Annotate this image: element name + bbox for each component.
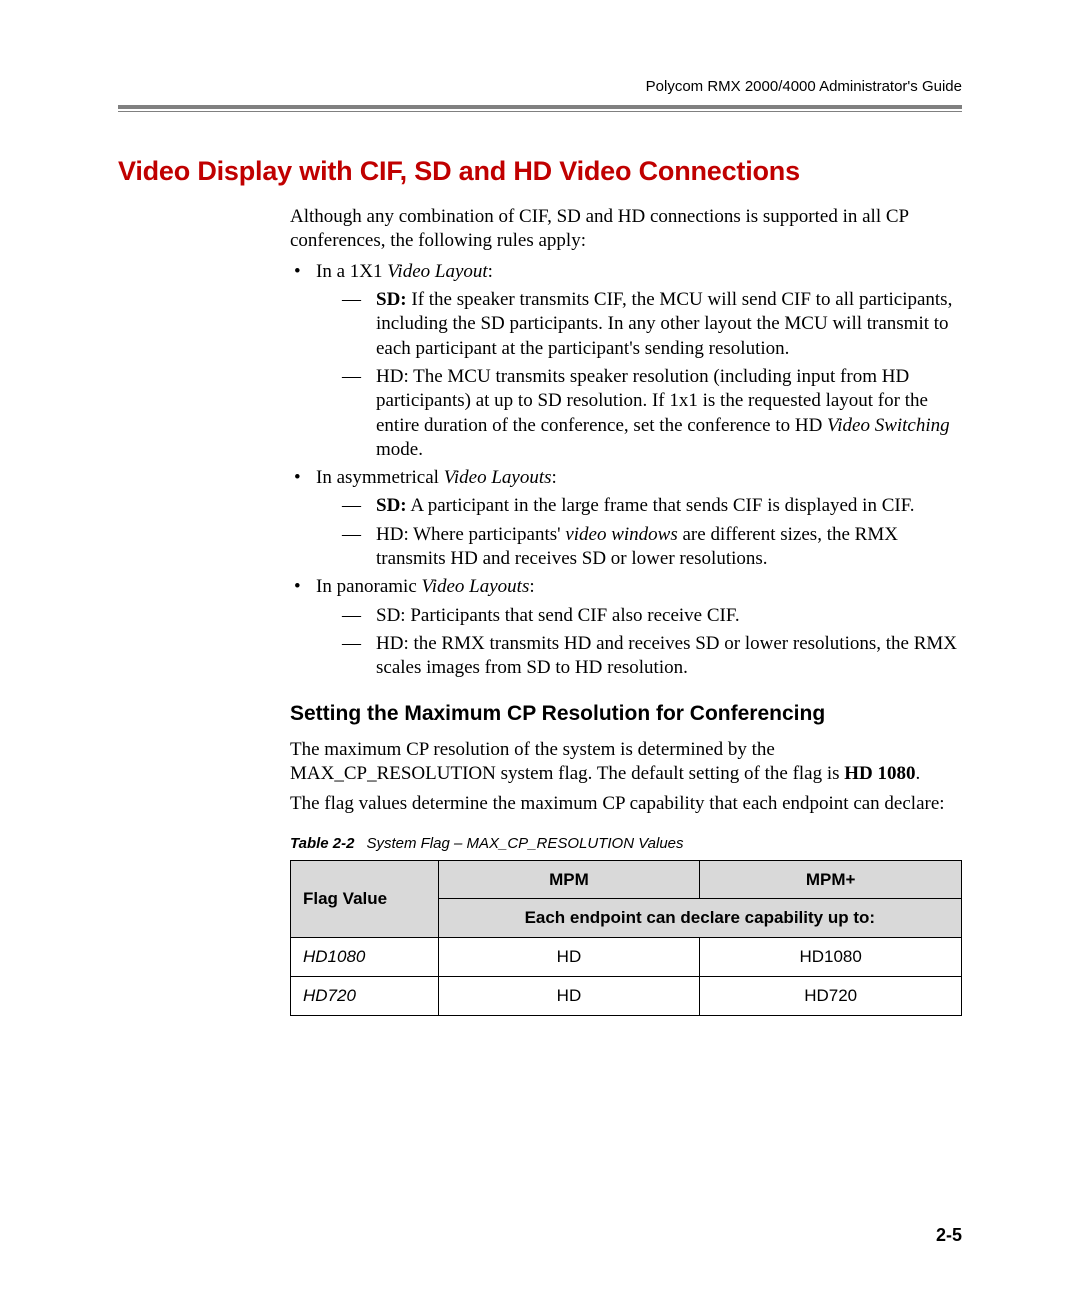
table-label: Table 2-2 <box>290 835 354 852</box>
bullet-3-prefix: In panoramic <box>316 576 422 597</box>
sub-heading: Setting the Maximum CP Resolution for Co… <box>290 701 962 728</box>
bullet-2-sub-2: HD: Where participants' video windows ar… <box>342 523 962 572</box>
p2a: The maximum CP resolution of the system … <box>290 739 844 784</box>
page-number: 2-5 <box>936 1225 962 1246</box>
para-flag-values: The flag values determine the maximum CP… <box>290 792 962 816</box>
th-mpm: MPM <box>438 860 700 899</box>
flag-table-body: HD1080 HD HD1080 HD720 HD HD720 <box>291 938 962 1016</box>
bullet-1-suffix: : <box>488 261 493 282</box>
bullet-3-italic: Video Layouts <box>422 576 530 597</box>
bullet-2-italic: Video Layouts <box>444 467 552 488</box>
th-flag-value: Flag Value <box>291 860 439 938</box>
header-rule-thick <box>118 105 962 109</box>
bullet-1: In a 1X1 Video Layout: SD: If the speake… <box>290 260 962 463</box>
b2s1-body: A participant in the large frame that se… <box>407 495 915 516</box>
running-header: Polycom RMX 2000/4000 Administrator's Gu… <box>118 78 962 95</box>
bullet-2-sub-1: SD: A participant in the large frame tha… <box>342 494 962 518</box>
bullet-1-sub-1: SD: If the speaker transmits CIF, the MC… <box>342 288 962 361</box>
cell-flag: HD720 <box>291 976 439 1015</box>
table-caption: Table 2-2 System Flag – MAX_CP_RESOLUTION… <box>290 834 962 853</box>
p2b: HD 1080 <box>844 763 915 784</box>
bullet-3: In panoramic Video Layouts: SD: Particip… <box>290 575 962 680</box>
flag-table-head-row-1: Flag Value MPM MPM+ <box>291 860 962 899</box>
bullet-3-suffix: : <box>529 576 534 597</box>
bullet-list: In a 1X1 Video Layout: SD: If the speake… <box>290 260 962 681</box>
cell-mpmp: HD720 <box>700 976 962 1015</box>
flag-table: Flag Value MPM MPM+ Each endpoint can de… <box>290 860 962 1016</box>
table-title: System Flag – MAX_CP_RESOLUTION Values <box>366 835 683 852</box>
table-row: HD1080 HD HD1080 <box>291 938 962 977</box>
bullet-1-italic: Video Layout <box>387 261 487 282</box>
header-rule-thin <box>118 111 962 112</box>
bullet-1-sublist: SD: If the speaker transmits CIF, the MC… <box>342 288 962 462</box>
b2s2-italic: video windows <box>565 524 677 545</box>
bullet-2-suffix: : <box>552 467 557 488</box>
cell-flag: HD1080 <box>291 938 439 977</box>
bullet-3-sub-1: SD: Participants that send CIF also rece… <box>342 604 962 628</box>
cell-mpm: HD <box>438 976 700 1015</box>
bullet-3-sub-2: HD: the RMX transmits HD and receives SD… <box>342 632 962 681</box>
page: Polycom RMX 2000/4000 Administrator's Gu… <box>0 0 1080 1306</box>
bullet-1-sub-2: HD: The MCU transmits speaker resolution… <box>342 365 962 462</box>
para-max-resolution: The maximum CP resolution of the system … <box>290 738 962 787</box>
cell-mpmp: HD1080 <box>700 938 962 977</box>
th-subheader: Each endpoint can declare capability up … <box>438 899 961 938</box>
b1s1-body: If the speaker transmits CIF, the MCU wi… <box>376 289 952 359</box>
bullet-2: In asymmetrical Video Layouts: SD: A par… <box>290 466 962 571</box>
body-content: Although any combination of CIF, SD and … <box>290 205 962 1016</box>
th-mpm-plus: MPM+ <box>700 860 962 899</box>
bullet-1-prefix: In a 1X1 <box>316 261 387 282</box>
b2s1-lead: SD: <box>376 495 407 516</box>
b2s2-a: HD: Where participants' <box>376 524 565 545</box>
bullet-2-prefix: In asymmetrical <box>316 467 444 488</box>
b1s2-italic: Video Switching <box>827 415 950 436</box>
b1s2-b: mode. <box>376 439 423 460</box>
table-row: HD720 HD HD720 <box>291 976 962 1015</box>
b1s1-lead: SD: <box>376 289 407 310</box>
bullet-3-sublist: SD: Participants that send CIF also rece… <box>342 604 962 681</box>
cell-mpm: HD <box>438 938 700 977</box>
intro-paragraph: Although any combination of CIF, SD and … <box>290 205 962 254</box>
flag-table-head: Flag Value MPM MPM+ Each endpoint can de… <box>291 860 962 938</box>
bullet-2-sublist: SD: A participant in the large frame tha… <box>342 494 962 571</box>
p2c: . <box>916 763 921 784</box>
section-heading: Video Display with CIF, SD and HD Video … <box>118 156 962 187</box>
